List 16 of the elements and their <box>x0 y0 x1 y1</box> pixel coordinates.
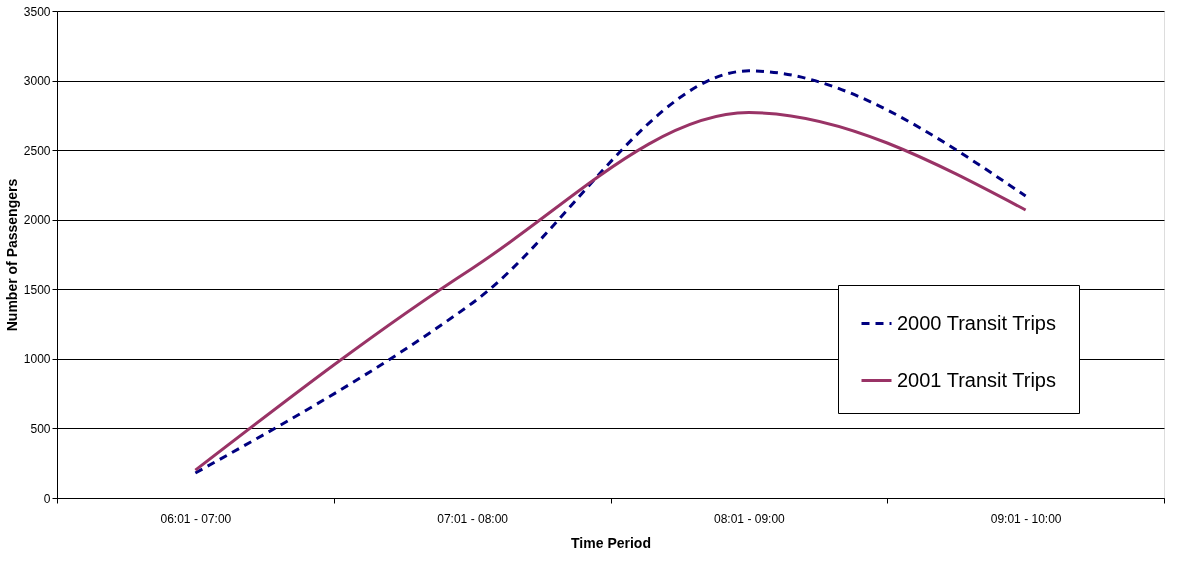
y-tick-label: 500 <box>30 421 51 436</box>
x-axis-title: Time Period <box>571 534 651 551</box>
legend-label: 2000 Transit Trips <box>897 311 1056 334</box>
x-tick-label: 09:01 - 10:00 <box>990 511 1062 526</box>
x-tick-label: 07:01 - 08:00 <box>437 511 509 526</box>
y-tick-label: 0 <box>43 491 51 506</box>
x-tick-label: 08:01 - 09:00 <box>714 511 786 526</box>
y-tick-label: 2000 <box>23 213 51 228</box>
y-tick-label: 1000 <box>23 352 51 367</box>
y-tick-label: 3000 <box>23 74 51 89</box>
y-tick-label: 2500 <box>23 143 51 158</box>
legend-label: 2001 Transit Trips <box>897 368 1056 391</box>
x-tick-label: 06:01 - 07:00 <box>160 511 232 526</box>
y-tick-label: 1500 <box>23 282 51 297</box>
y-axis-title: Number of Passengers <box>3 178 20 332</box>
y-tick-label: 3500 <box>23 4 51 19</box>
